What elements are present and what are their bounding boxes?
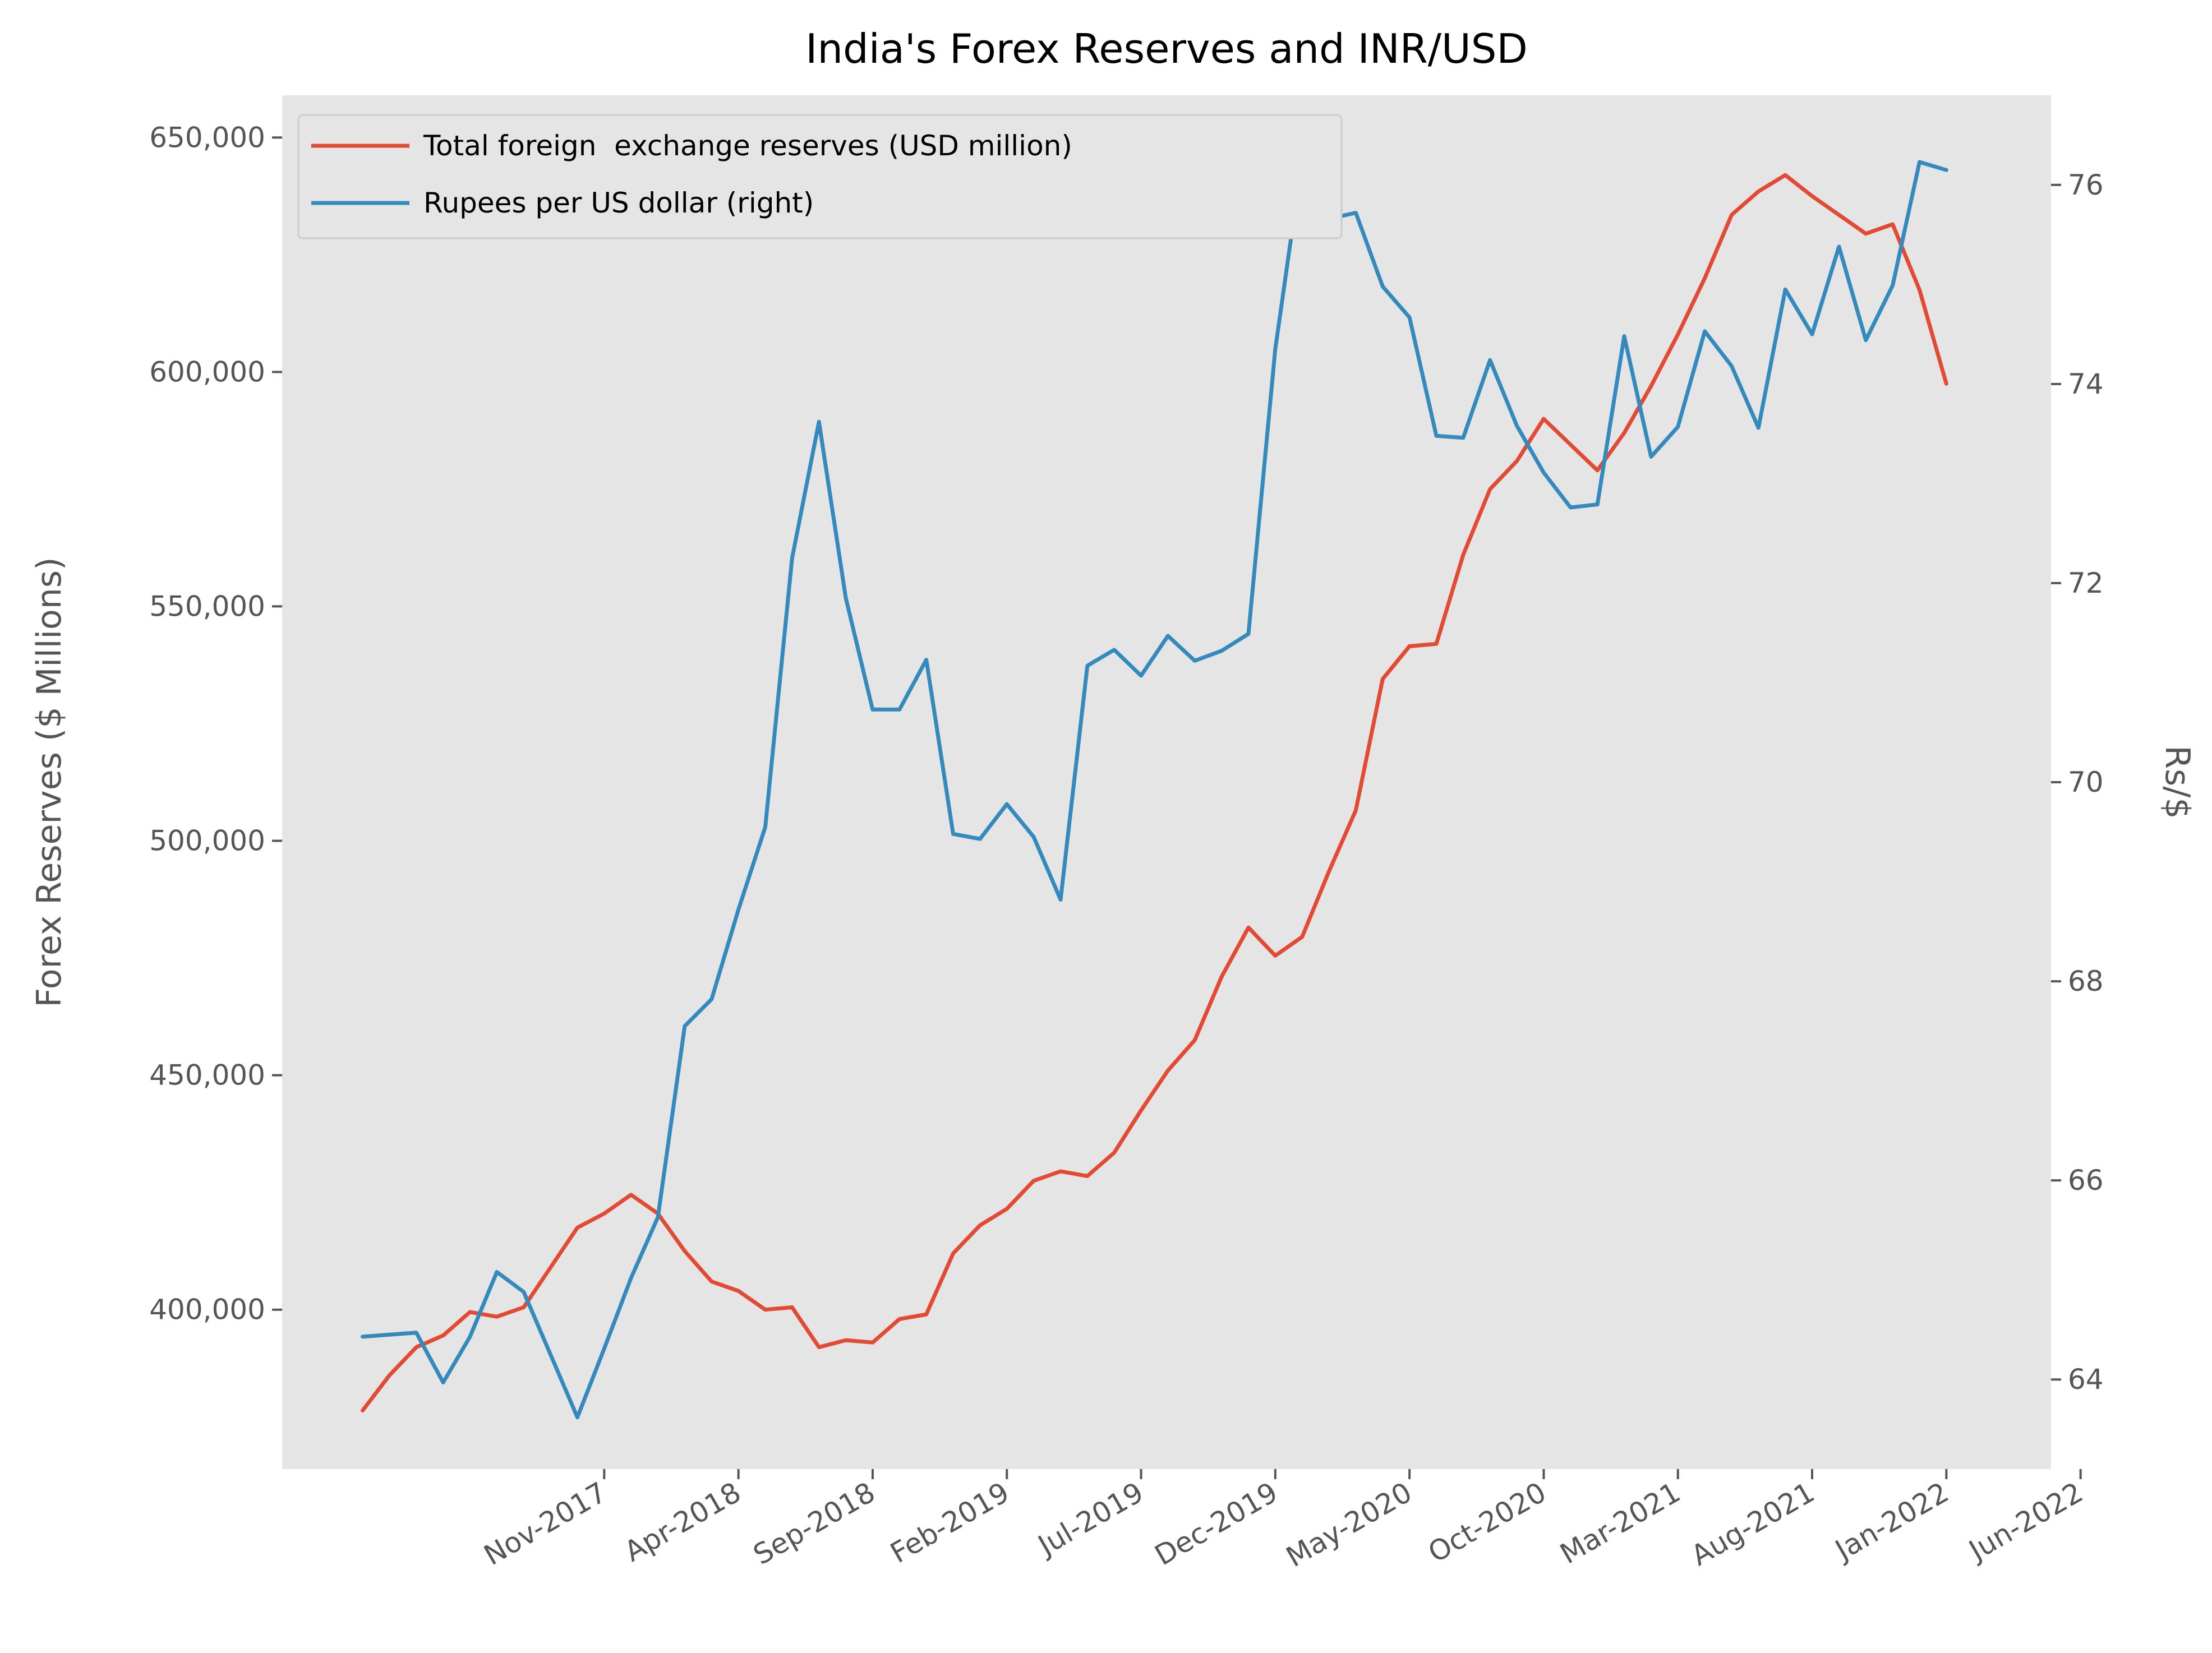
x-tick-label: Feb-2019 bbox=[885, 1476, 1015, 1569]
legend: Total foreign exchange reserves (USD mil… bbox=[297, 114, 1343, 239]
left-axis-title: Forex Reserves ($ Millions) bbox=[30, 557, 69, 1008]
x-tick-label: Jun-2022 bbox=[1962, 1476, 2089, 1567]
right-axis-ticks: 64 66 68 70 72 74 76 bbox=[2051, 169, 2104, 1396]
left-tick-label: 600,000 bbox=[149, 355, 265, 388]
right-tick-label: 64 bbox=[2068, 1363, 2104, 1396]
x-tick-label: Jan-2022 bbox=[1828, 1476, 1954, 1567]
x-tick-label: Oct-2020 bbox=[1423, 1476, 1552, 1569]
right-tick-label: 66 bbox=[2068, 1164, 2104, 1197]
left-tick-label: 450,000 bbox=[149, 1059, 265, 1092]
legend-label-rupees: Rupees per US dollar (right) bbox=[423, 187, 814, 219]
legend-label-reserves: Total foreign exchange reserves (USD mil… bbox=[423, 130, 1072, 162]
x-tick-label: Jul-2019 bbox=[1031, 1476, 1149, 1563]
left-tick-label: 650,000 bbox=[149, 121, 265, 154]
x-axis-ticks: Nov-2017 Apr-2018 Sep-2018 Feb-2019 Jul-2019… bbox=[478, 1469, 2089, 1573]
right-tick-label: 76 bbox=[2068, 169, 2104, 201]
left-tick-label: 400,000 bbox=[149, 1294, 265, 1326]
x-tick-label: Apr-2018 bbox=[619, 1476, 746, 1568]
right-tick-label: 74 bbox=[2068, 368, 2104, 400]
x-tick-label: Aug-2021 bbox=[1686, 1476, 1820, 1572]
right-tick-label: 72 bbox=[2068, 567, 2104, 599]
right-tick-label: 70 bbox=[2068, 766, 2104, 798]
x-tick-label: Sep-2018 bbox=[748, 1476, 880, 1571]
left-axis-ticks: 400,000 450,000 500,000 550,000 600,000 650,0… bbox=[149, 121, 282, 1326]
right-tick-label: 68 bbox=[2068, 965, 2104, 998]
x-tick-label: Dec-2019 bbox=[1149, 1476, 1283, 1572]
series-line-rupees bbox=[361, 158, 1948, 1420]
plot-background bbox=[282, 95, 2051, 1469]
chart-title: India's Forex Reserves and INR/USD bbox=[805, 25, 1528, 72]
right-axis-title: Rs/$ bbox=[2158, 745, 2197, 819]
legend-box bbox=[297, 114, 1343, 239]
x-tick-label: Nov-2017 bbox=[478, 1476, 612, 1572]
left-tick-label: 550,000 bbox=[149, 590, 265, 622]
x-tick-label: May-2020 bbox=[1281, 1476, 1418, 1573]
series-line-reserves bbox=[361, 173, 1948, 1412]
left-tick-label: 500,000 bbox=[149, 825, 265, 857]
x-tick-label: Mar-2021 bbox=[1555, 1476, 1686, 1570]
series-layer bbox=[361, 158, 1948, 1420]
